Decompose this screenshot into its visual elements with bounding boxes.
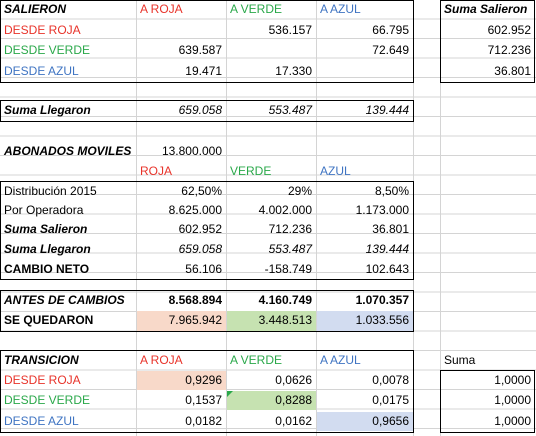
header-roja[interactable]: ROJA bbox=[140, 164, 173, 178]
table-cell[interactable]: 66.795 bbox=[372, 23, 409, 37]
table-cell[interactable]: 0,0175 bbox=[372, 393, 409, 407]
table-cell[interactable]: 602.952 bbox=[178, 222, 222, 236]
table-cell[interactable]: 0,8288 bbox=[227, 391, 316, 410]
table-cell[interactable]: 8,50% bbox=[374, 184, 409, 198]
table-cell[interactable]: 0,0626 bbox=[275, 373, 312, 387]
table-cell[interactable] bbox=[316, 62, 413, 81]
resultado-table-border bbox=[0, 290, 414, 332]
table-cell[interactable]: 17.330 bbox=[275, 64, 312, 78]
header-a-roja[interactable]: A ROJA bbox=[140, 353, 183, 367]
abonados-value[interactable]: 13.800.000 bbox=[161, 144, 222, 158]
table-cell[interactable]: 1.070.357 bbox=[355, 293, 409, 307]
row-label-desde-azul[interactable]: DESDE AZUL bbox=[4, 414, 79, 428]
gridline bbox=[226, 0, 227, 436]
header-a-azul[interactable]: A AZUL bbox=[320, 2, 361, 16]
salieron-title[interactable]: SALIERON bbox=[4, 2, 67, 16]
suma-salieron-border bbox=[440, 0, 535, 83]
table-cell[interactable]: 0,0162 bbox=[275, 414, 312, 428]
table-cell[interactable] bbox=[136, 21, 226, 40]
table-cell[interactable]: 0,0078 bbox=[372, 373, 409, 387]
table-cell[interactable]: -158.749 bbox=[264, 262, 312, 276]
transicion-table-border bbox=[0, 350, 414, 433]
row-label[interactable]: Por Operadora bbox=[4, 203, 84, 217]
table-cell[interactable]: 4.160.749 bbox=[258, 293, 312, 307]
table-cell[interactable]: 0,1537 bbox=[185, 393, 222, 407]
table-cell[interactable]: 1.033.556 bbox=[317, 311, 413, 331]
row-label-desde-roja[interactable]: DESDE ROJA bbox=[4, 23, 81, 37]
table-cell[interactable]: 536.157 bbox=[268, 23, 312, 37]
row-label-desde-verde[interactable]: DESDE VERDE bbox=[4, 393, 91, 407]
table-cell[interactable]: 0,0182 bbox=[185, 414, 222, 428]
table-cell[interactable]: 0,9296 bbox=[137, 371, 226, 390]
table-cell[interactable]: 8.625.000 bbox=[168, 203, 222, 217]
row-label[interactable]: CAMBIO NETO bbox=[4, 262, 90, 276]
table-cell[interactable]: 659.058 bbox=[178, 242, 222, 256]
transicion-title[interactable]: TRANSICION bbox=[4, 353, 79, 367]
table-cell[interactable]: 4.002.000 bbox=[258, 203, 312, 217]
table-cell[interactable]: 602.952 bbox=[487, 23, 531, 37]
row-label-desde-roja[interactable]: DESDE ROJA bbox=[4, 373, 81, 387]
table-cell[interactable]: 659.058 bbox=[178, 103, 222, 117]
table-cell[interactable]: 712.236 bbox=[268, 222, 312, 236]
table-cell[interactable]: 553.487 bbox=[268, 242, 312, 256]
row-label-desde-verde[interactable]: DESDE VERDE bbox=[4, 43, 91, 57]
abonados-label[interactable]: ABONADOS MOVILES bbox=[4, 144, 132, 158]
table-cell[interactable]: 19.471 bbox=[185, 64, 222, 78]
table-cell[interactable] bbox=[226, 41, 316, 60]
row-label[interactable]: Distribución 2015 bbox=[4, 184, 97, 198]
table-cell[interactable]: 56.106 bbox=[185, 262, 222, 276]
abonados-table-border bbox=[0, 181, 414, 280]
table-cell[interactable]: 553.487 bbox=[268, 103, 312, 117]
antes-label[interactable]: ANTES DE CAMBIOS bbox=[4, 293, 125, 307]
comment-indicator-icon[interactable] bbox=[227, 391, 233, 397]
header-suma[interactable]: Suma bbox=[444, 353, 476, 367]
table-cell[interactable]: 139.444 bbox=[365, 103, 409, 117]
table-cell[interactable]: 139.444 bbox=[365, 242, 409, 256]
table-cell[interactable]: 36.801 bbox=[372, 222, 409, 236]
header-a-verde[interactable]: A VERDE bbox=[230, 353, 283, 367]
table-cell[interactable]: 102.643 bbox=[365, 262, 409, 276]
quedaron-label[interactable]: SE QUEDARON bbox=[4, 313, 94, 327]
header-azul[interactable]: AZUL bbox=[320, 164, 351, 178]
suma-llegaron-label[interactable]: Suma Llegaron bbox=[4, 103, 91, 117]
suma-llegaron-border bbox=[0, 100, 414, 122]
table-cell[interactable]: 3.448.513 bbox=[227, 311, 316, 331]
header-suma-salieron[interactable]: Suma Salieron bbox=[444, 2, 528, 16]
table-cell[interactable]: 1,0000 bbox=[494, 393, 531, 407]
suma-transicion-border bbox=[440, 370, 535, 433]
table-cell[interactable]: 7.965.942 bbox=[137, 311, 226, 331]
row-label[interactable]: Suma Salieron bbox=[4, 222, 88, 236]
row-label[interactable]: Suma Llegaron bbox=[4, 242, 91, 256]
header-verde[interactable]: VERDE bbox=[230, 164, 272, 178]
table-cell[interactable]: 1,0000 bbox=[494, 414, 531, 428]
table-cell[interactable]: 1.173.000 bbox=[355, 203, 409, 217]
salieron-table-border bbox=[0, 0, 414, 83]
table-cell[interactable]: 712.236 bbox=[487, 43, 531, 57]
table-cell[interactable]: 1,0000 bbox=[494, 373, 531, 387]
row-label-desde-azul[interactable]: DESDE AZUL bbox=[4, 64, 79, 78]
table-cell[interactable]: 72.649 bbox=[372, 43, 409, 57]
header-a-azul[interactable]: A AZUL bbox=[320, 353, 361, 367]
table-cell[interactable]: 62,50% bbox=[181, 184, 222, 198]
header-a-verde[interactable]: A VERDE bbox=[230, 2, 283, 16]
table-cell[interactable]: 639.587 bbox=[178, 43, 222, 57]
table-cell[interactable]: 36.801 bbox=[494, 64, 531, 78]
header-a-roja[interactable]: A ROJA bbox=[140, 2, 183, 16]
gridline bbox=[136, 0, 137, 436]
table-cell[interactable]: 29% bbox=[287, 184, 312, 198]
table-cell[interactable]: 0,9656 bbox=[317, 412, 413, 431]
gridline bbox=[440, 0, 441, 436]
gridline bbox=[316, 0, 317, 436]
table-cell[interactable]: 8.568.894 bbox=[168, 293, 222, 307]
